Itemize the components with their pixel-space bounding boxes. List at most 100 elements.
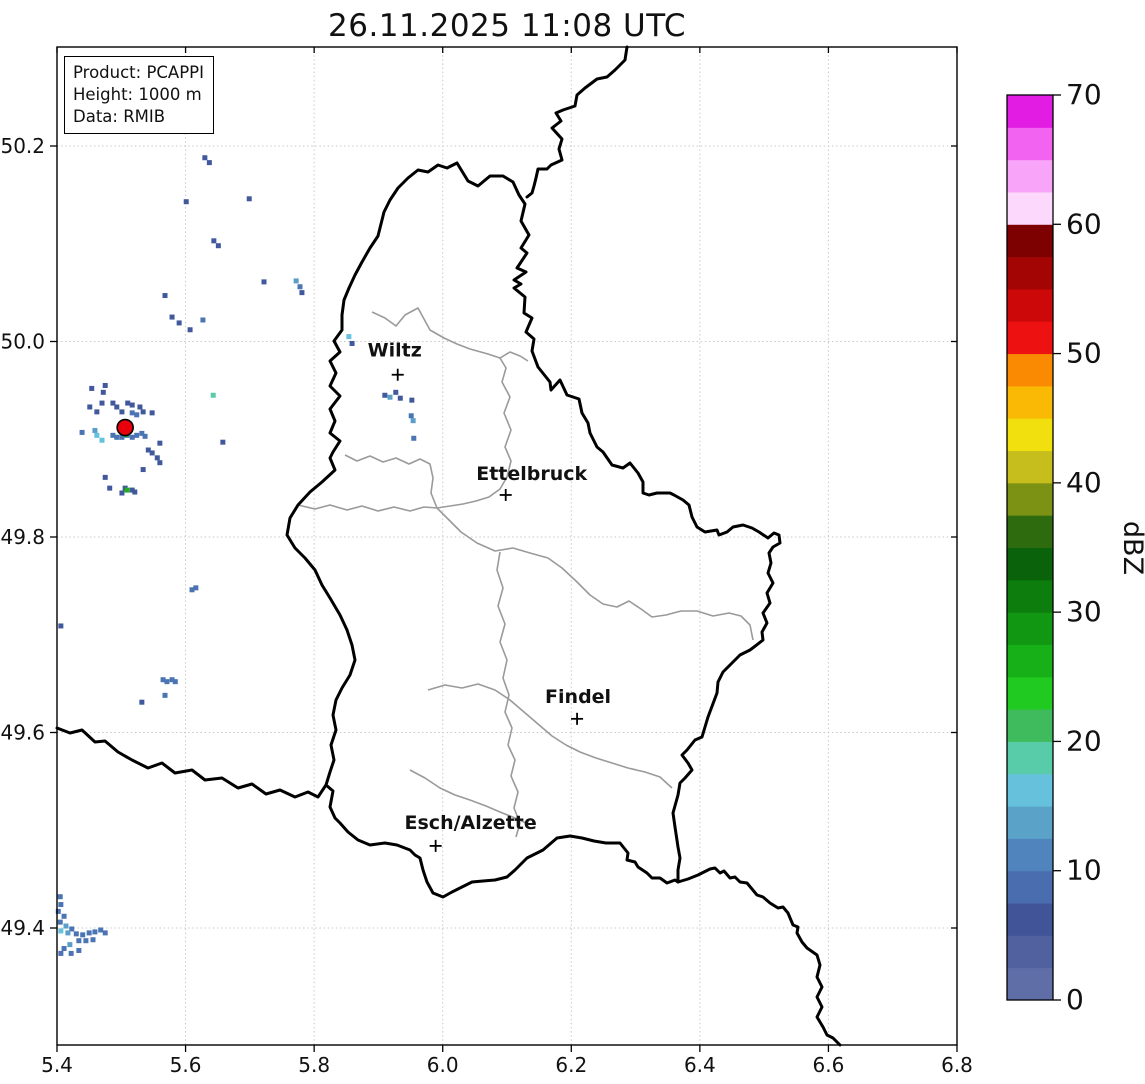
echo-pixel — [220, 439, 226, 445]
colorbar-segment — [1007, 903, 1053, 936]
y-tick-label: 49.4 — [0, 916, 45, 940]
x-tick-label: 5.8 — [298, 1053, 330, 1077]
echo-pixel — [387, 394, 393, 400]
echo-pixel — [69, 926, 75, 932]
echo-pixel — [99, 437, 105, 443]
echo-pixel — [94, 409, 100, 415]
grid-lines — [57, 47, 957, 1045]
echo-pixel — [210, 392, 216, 398]
x-tick-label: 6.4 — [684, 1053, 716, 1077]
colorbar-segment — [1007, 709, 1053, 742]
x-tick-label: 5.4 — [41, 1053, 73, 1077]
echo-pixel — [86, 930, 92, 936]
echo-pixel — [160, 677, 166, 683]
echo-pixel — [211, 238, 217, 244]
colorbar-tick-label: 50 — [1066, 337, 1102, 370]
echo-pixel — [140, 409, 146, 415]
colorbar-segment — [1007, 515, 1053, 548]
echo-pixel — [76, 947, 82, 953]
echo-pixel — [114, 434, 120, 440]
border-france-germany — [676, 866, 842, 1047]
colorbar-tick-label: 30 — [1066, 595, 1102, 628]
border-luxembourg — [285, 161, 782, 899]
city-label: Esch/Alzette — [405, 812, 537, 834]
colorbar-segment — [1007, 547, 1053, 581]
colorbar-unit-label: dBZ — [1117, 521, 1145, 575]
echo-pixel — [162, 692, 168, 698]
echo-pixel — [102, 930, 108, 936]
echo-pixel — [58, 902, 64, 908]
echo-pixel — [73, 931, 79, 937]
echo-pixel — [140, 467, 146, 473]
echo-pixel — [90, 937, 96, 943]
radar-site-dot — [116, 418, 134, 437]
plot-frame — [56, 46, 958, 1046]
echo-pixel — [206, 160, 212, 166]
echo-pixel — [67, 942, 73, 948]
x-tick-label: 6.8 — [941, 1053, 973, 1077]
echo-pixel — [110, 432, 116, 438]
city-label: Ettelbruck — [476, 463, 587, 485]
echo-pixel — [119, 434, 125, 440]
echo-pixel — [125, 400, 131, 406]
colorbar-frame — [1006, 94, 1054, 1001]
echo-pixel — [102, 382, 108, 388]
echo-pixel — [83, 938, 89, 944]
colorbar-tick-label: 40 — [1066, 466, 1102, 499]
radar-site-marker — [116, 418, 134, 437]
echo-pixel — [176, 320, 182, 326]
colorbar-segment — [1007, 612, 1053, 645]
echo-pixel — [134, 412, 140, 418]
echo-pixel — [142, 433, 148, 439]
data-source-line: Data: RMIB — [73, 106, 166, 126]
colorbar-segment — [1007, 224, 1053, 258]
colorbar-tick-label: 20 — [1066, 724, 1102, 757]
echo-pixel — [57, 894, 63, 900]
echo-pixel — [393, 389, 399, 395]
echo-pixel — [65, 930, 71, 936]
echo-pixel — [87, 404, 93, 410]
echo-pixel — [169, 677, 175, 683]
colorbar-segment — [1007, 321, 1053, 355]
echo-pixel — [89, 385, 95, 391]
colorbar-segment — [1007, 159, 1053, 193]
echo-pixel — [124, 487, 130, 493]
y-tick-label: 50.0 — [0, 330, 45, 354]
echo-pixel — [79, 429, 85, 435]
colorbar-segment — [1007, 288, 1053, 322]
echo-pixel — [102, 474, 108, 480]
colorbar-segment — [1007, 967, 1053, 1001]
colorbar-segment — [1007, 418, 1053, 452]
border-belgium-france — [55, 726, 328, 799]
echo-pixel — [408, 413, 414, 419]
echo-pixel — [397, 395, 403, 401]
echo-pixel — [193, 585, 199, 591]
echo-pixel — [92, 427, 98, 433]
canton-borders — [297, 307, 754, 838]
echo-pixel — [119, 409, 125, 415]
echo-pixel — [411, 435, 417, 441]
y-tick-label: 49.8 — [0, 525, 45, 549]
country-borders — [55, 45, 842, 1047]
echo-pixel — [139, 699, 145, 705]
echo-pixel — [129, 487, 135, 493]
city-markers: Wiltz Ettelbruck Findel Esch/Alzette — [368, 340, 611, 852]
echo-pixel — [134, 432, 140, 438]
colorbar-segment — [1007, 741, 1053, 775]
echo-pixel — [202, 155, 208, 161]
echo-pixel — [132, 489, 138, 495]
colorbar: 0 10 20 30 40 50 60 70 dBZ — [1006, 78, 1145, 1016]
echo-pixel — [114, 404, 120, 410]
echo-pixel — [187, 327, 193, 333]
echo-pixel — [119, 490, 125, 496]
echo-pixel — [100, 389, 106, 395]
x-tick-label: 6.0 — [427, 1053, 459, 1077]
echo-pixel — [297, 284, 303, 290]
border-belgium-germany — [525, 45, 629, 199]
city-label: Wiltz — [368, 340, 422, 362]
colorbar-segment — [1007, 838, 1053, 872]
x-tick-label: 6.2 — [555, 1053, 587, 1077]
colorbar-segment — [1007, 256, 1053, 290]
echo-pixel — [293, 278, 299, 284]
